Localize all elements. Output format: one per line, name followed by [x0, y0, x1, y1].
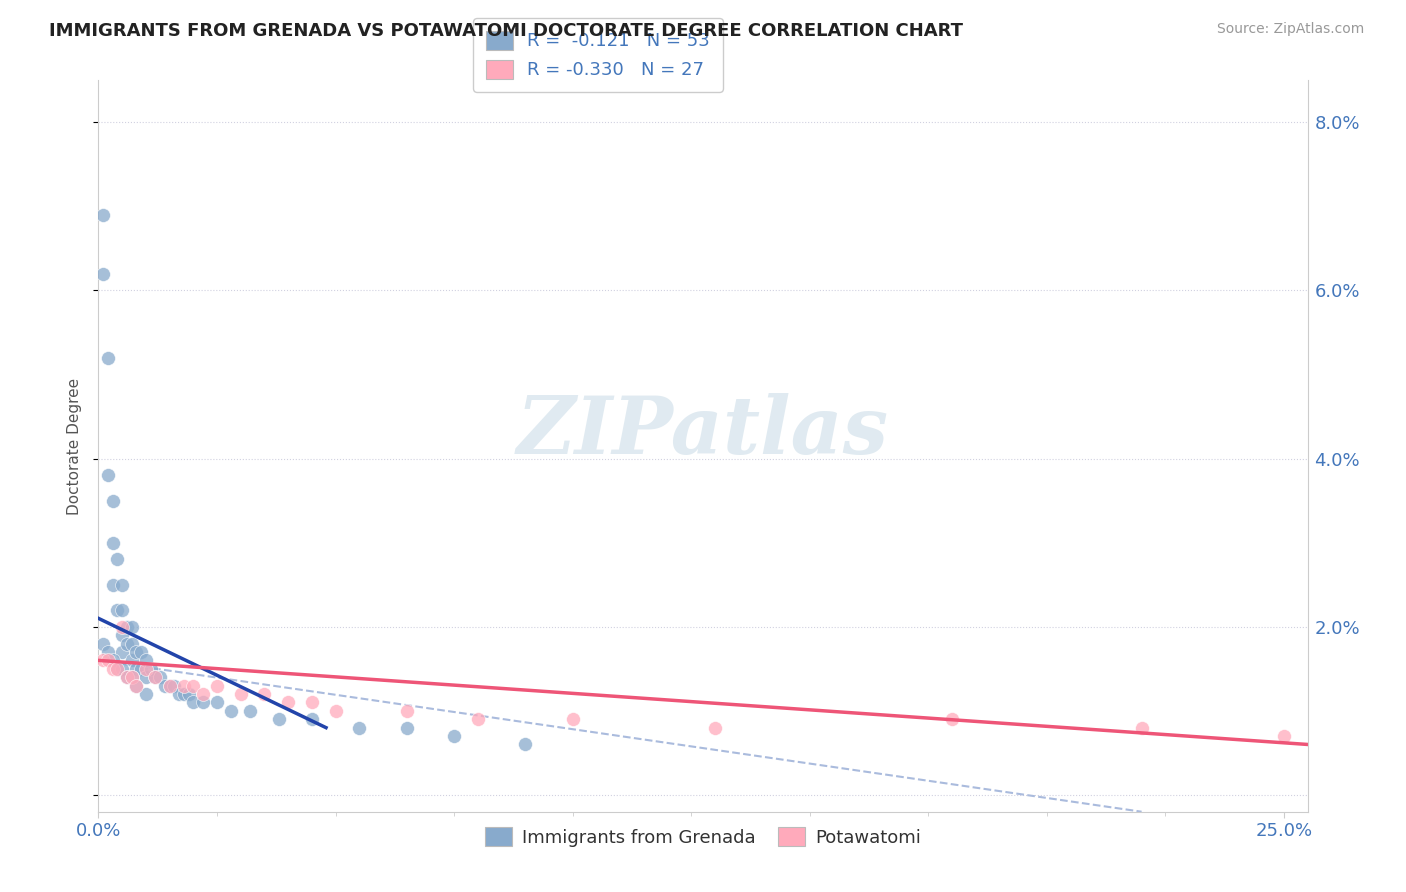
Point: [111, 578, 134, 592]
Point: [135, 662, 157, 676]
Point: [125, 679, 148, 693]
Point: [111, 603, 134, 617]
Point: [91, 653, 114, 667]
Point: [167, 687, 190, 701]
Point: [181, 695, 204, 709]
Point: [91, 208, 114, 222]
Point: [121, 670, 143, 684]
Point: [191, 687, 214, 701]
Point: [101, 653, 124, 667]
Point: [159, 679, 181, 693]
Point: [941, 712, 963, 726]
Point: [467, 712, 489, 726]
Point: [101, 578, 124, 592]
Point: [97, 351, 120, 365]
Point: [115, 670, 138, 684]
Point: [395, 704, 418, 718]
Point: [301, 695, 323, 709]
Point: [125, 645, 148, 659]
Text: IMMIGRANTS FROM GRENADA VS POTAWATOMI DOCTORATE DEGREE CORRELATION CHART: IMMIGRANTS FROM GRENADA VS POTAWATOMI DO…: [49, 22, 963, 40]
Point: [105, 603, 128, 617]
Point: [173, 679, 195, 693]
Point: [115, 636, 138, 650]
Point: [111, 645, 134, 659]
Point: [129, 645, 152, 659]
Point: [1130, 721, 1153, 735]
Point: [395, 721, 418, 735]
Point: [239, 704, 262, 718]
Point: [219, 704, 242, 718]
Text: ZIPatlas: ZIPatlas: [517, 392, 889, 470]
Point: [121, 636, 143, 650]
Point: [443, 729, 465, 743]
Point: [105, 662, 128, 676]
Point: [149, 670, 172, 684]
Point: [111, 662, 134, 676]
Text: Source: ZipAtlas.com: Source: ZipAtlas.com: [1216, 22, 1364, 37]
Point: [101, 535, 124, 549]
Point: [143, 670, 166, 684]
Point: [105, 552, 128, 566]
Point: [135, 670, 157, 684]
Point: [173, 687, 195, 701]
Point: [115, 620, 138, 634]
Point: [277, 695, 299, 709]
Point: [101, 493, 124, 508]
Point: [101, 662, 124, 676]
Point: [177, 687, 200, 701]
Point: [97, 645, 120, 659]
Point: [91, 636, 114, 650]
Point: [205, 695, 228, 709]
Point: [129, 662, 152, 676]
Point: [325, 704, 347, 718]
Point: [253, 687, 276, 701]
Point: [515, 738, 537, 752]
Point: [191, 695, 214, 709]
Point: [121, 653, 143, 667]
Point: [267, 712, 290, 726]
Point: [105, 662, 128, 676]
Point: [229, 687, 252, 701]
Point: [121, 620, 143, 634]
Point: [301, 712, 323, 726]
Point: [121, 670, 143, 684]
Point: [159, 679, 181, 693]
Point: [97, 468, 120, 483]
Point: [125, 662, 148, 676]
Point: [139, 662, 162, 676]
Point: [703, 721, 725, 735]
Point: [181, 679, 204, 693]
Point: [97, 653, 120, 667]
Point: [91, 267, 114, 281]
Point: [135, 687, 157, 701]
Point: [347, 721, 370, 735]
Point: [115, 670, 138, 684]
Point: [1272, 729, 1295, 743]
Point: [205, 679, 228, 693]
Legend: Immigrants from Grenada, Potawatomi: Immigrants from Grenada, Potawatomi: [477, 820, 929, 854]
Point: [561, 712, 583, 726]
Point: [111, 628, 134, 642]
Point: [125, 679, 148, 693]
Point: [163, 679, 186, 693]
Point: [153, 679, 176, 693]
Point: [111, 620, 134, 634]
Y-axis label: Doctorate Degree: Doctorate Degree: [67, 377, 83, 515]
Point: [143, 670, 166, 684]
Point: [135, 653, 157, 667]
